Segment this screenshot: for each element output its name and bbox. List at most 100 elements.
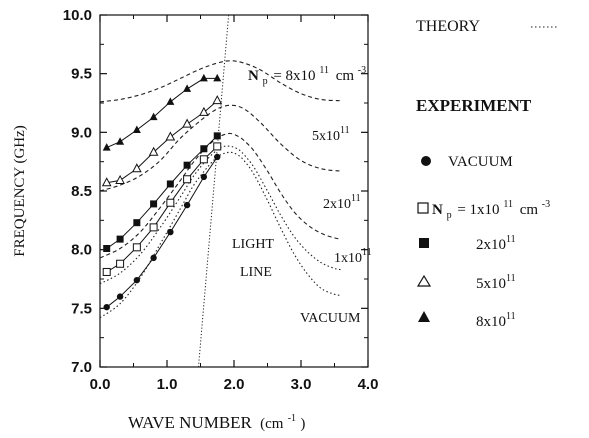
legend-np-eq: = 1x10 — [457, 202, 499, 218]
experiment-point-5e11 — [165, 131, 176, 141]
label-2e11: 2x1011 — [323, 193, 361, 212]
label-1e11: 1x1011 — [334, 247, 372, 266]
legend-5e11-base: 5x10 — [476, 276, 506, 292]
legend-2e11-label: 2x1011 — [476, 234, 516, 253]
label-2e11-exp: 11 — [351, 193, 361, 204]
legend-experiment-label: EXPERIMENT — [416, 96, 532, 115]
y-tick-label: 8.5 — [71, 183, 92, 200]
top-curve-exp: 11 — [319, 65, 329, 76]
experiment-point-5e11 — [101, 177, 112, 187]
experiment-point-2e11 — [133, 219, 141, 227]
label-2e11-base: 2x10 — [323, 197, 351, 212]
experiment-point-1e11 — [132, 243, 141, 252]
theory-curves — [99, 60, 342, 319]
label-1e11-exp: 11 — [362, 247, 372, 258]
light-line-path — [197, 14, 230, 368]
experiment-point-2e11 — [116, 235, 124, 243]
experiment-point-5e11 — [212, 95, 223, 105]
y-tick-label: 7.0 — [71, 359, 92, 376]
experiment-series — [101, 73, 223, 311]
x-axis-label-unit-close: ) — [300, 416, 305, 432]
experiment-point-5e11 — [132, 163, 142, 173]
legend-8e11-marker — [418, 311, 430, 322]
experiment-point-5e11 — [115, 174, 125, 184]
theory-curve-2e11 — [99, 132, 342, 259]
light-line-label-2: LINE — [240, 265, 272, 280]
experiment-point-8e11 — [132, 125, 141, 133]
legend-1e11-label: N p = 1x10 11 cm -3 — [432, 195, 550, 222]
experiment-point-1e11 — [213, 142, 222, 151]
legend-np-unit: cm — [520, 202, 539, 218]
experiment-line-vacuum — [106, 156, 218, 308]
experiment-point-8e11 — [183, 84, 192, 92]
label-5e11-base: 5x10 — [312, 129, 340, 144]
x-axis-label-main: WAVE NUMBER — [128, 413, 253, 432]
y-tick-label: 9.5 — [71, 66, 92, 83]
legend-2e11-marker — [419, 238, 429, 248]
x-axis-label-unit-exp: -1 — [288, 413, 296, 424]
x-tick-label: 2.0 — [224, 376, 245, 393]
legend-np-prefix: N — [432, 202, 443, 218]
vacuum-curve-label: VACUUM — [300, 311, 361, 326]
experiment-point-2e11 — [103, 244, 111, 252]
experiment-point-8e11 — [213, 73, 222, 82]
experiment-point-2e11 — [150, 200, 158, 208]
experiment-point-1e11 — [149, 223, 158, 232]
experiment-point-8e11 — [166, 97, 175, 105]
theory-curve-vacuum — [99, 151, 342, 319]
experiment-point-1e11 — [183, 175, 192, 184]
legend-2e11-exp: 11 — [506, 234, 516, 245]
label-5e11: 5x1011 — [312, 125, 350, 144]
top-curve-unit-exp: -3 — [358, 65, 366, 76]
legend-1e11-marker — [417, 202, 429, 214]
x-axis-label: WAVE NUMBER (cm -1 ) — [128, 406, 305, 432]
experiment-point-vacuum — [200, 173, 208, 181]
experiment-point-vacuum — [103, 303, 110, 311]
y-tick-label: 10.0 — [63, 7, 92, 24]
legend-np-sub: p — [447, 210, 452, 221]
legend-5e11-exp: 11 — [506, 273, 516, 284]
experiment-point-vacuum — [167, 228, 174, 236]
experiment-point-5e11 — [148, 146, 159, 156]
y-tick-label: 8.0 — [71, 242, 92, 259]
light-line — [197, 14, 230, 368]
y-tick-label: 7.5 — [71, 300, 92, 317]
legend-8e11-exp: 11 — [506, 311, 516, 322]
experiment-point-vacuum — [133, 276, 141, 284]
experiment-point-8e11 — [116, 137, 125, 145]
legend-vacuum-marker — [421, 156, 431, 166]
x-tick-label: 3.0 — [291, 376, 312, 393]
legend-np-unit-exp: -3 — [542, 199, 550, 210]
legend-5e11-label: 5x1011 — [476, 273, 516, 292]
legend-5e11-marker — [416, 274, 432, 287]
experiment-point-2e11 — [183, 161, 191, 169]
experiment-point-vacuum — [116, 293, 124, 300]
top-curve-label: N p = 8x10 11 cm -3 — [248, 61, 366, 88]
legend-2e11-base: 2x10 — [476, 237, 506, 253]
experiment-point-vacuum — [214, 153, 221, 161]
legend-theory-label: THEORY — [416, 18, 480, 35]
experiment-point-8e11 — [149, 112, 158, 121]
label-1e11-base: 1x10 — [334, 251, 362, 266]
theory-curve-5e11 — [99, 104, 342, 192]
experiment-point-vacuum — [150, 254, 157, 262]
axis-ticks: 7.0 7.5 8.0 8.5 9.0 9.5 10.0 0.0 1.0 2.0 3.0 4.0 — [63, 7, 379, 393]
legend-8e11-base: 8x10 — [476, 314, 506, 330]
experiment-point-1e11 — [102, 267, 111, 276]
top-curve-prefix: N — [248, 68, 259, 84]
y-axis-label: FREQUENCY (GHz) — [12, 125, 28, 257]
experiment-point-vacuum — [183, 201, 191, 209]
legend-8e11-label: 8x1011 — [476, 311, 516, 330]
experiment-point-1e11 — [199, 155, 208, 164]
experiment-point-8e11 — [102, 143, 111, 151]
top-curve-unit: cm — [336, 68, 355, 84]
legend-np-exp: 11 — [503, 199, 513, 210]
x-axis-label-unit: (cm — [260, 416, 284, 432]
experiment-point-1e11 — [166, 198, 175, 207]
experiment-point-5e11 — [182, 118, 192, 128]
experiment-point-2e11 — [200, 145, 208, 153]
experiment-point-5e11 — [199, 106, 209, 116]
experiment-line-1e11 — [106, 146, 218, 273]
x-tick-label: 0.0 — [90, 376, 111, 393]
